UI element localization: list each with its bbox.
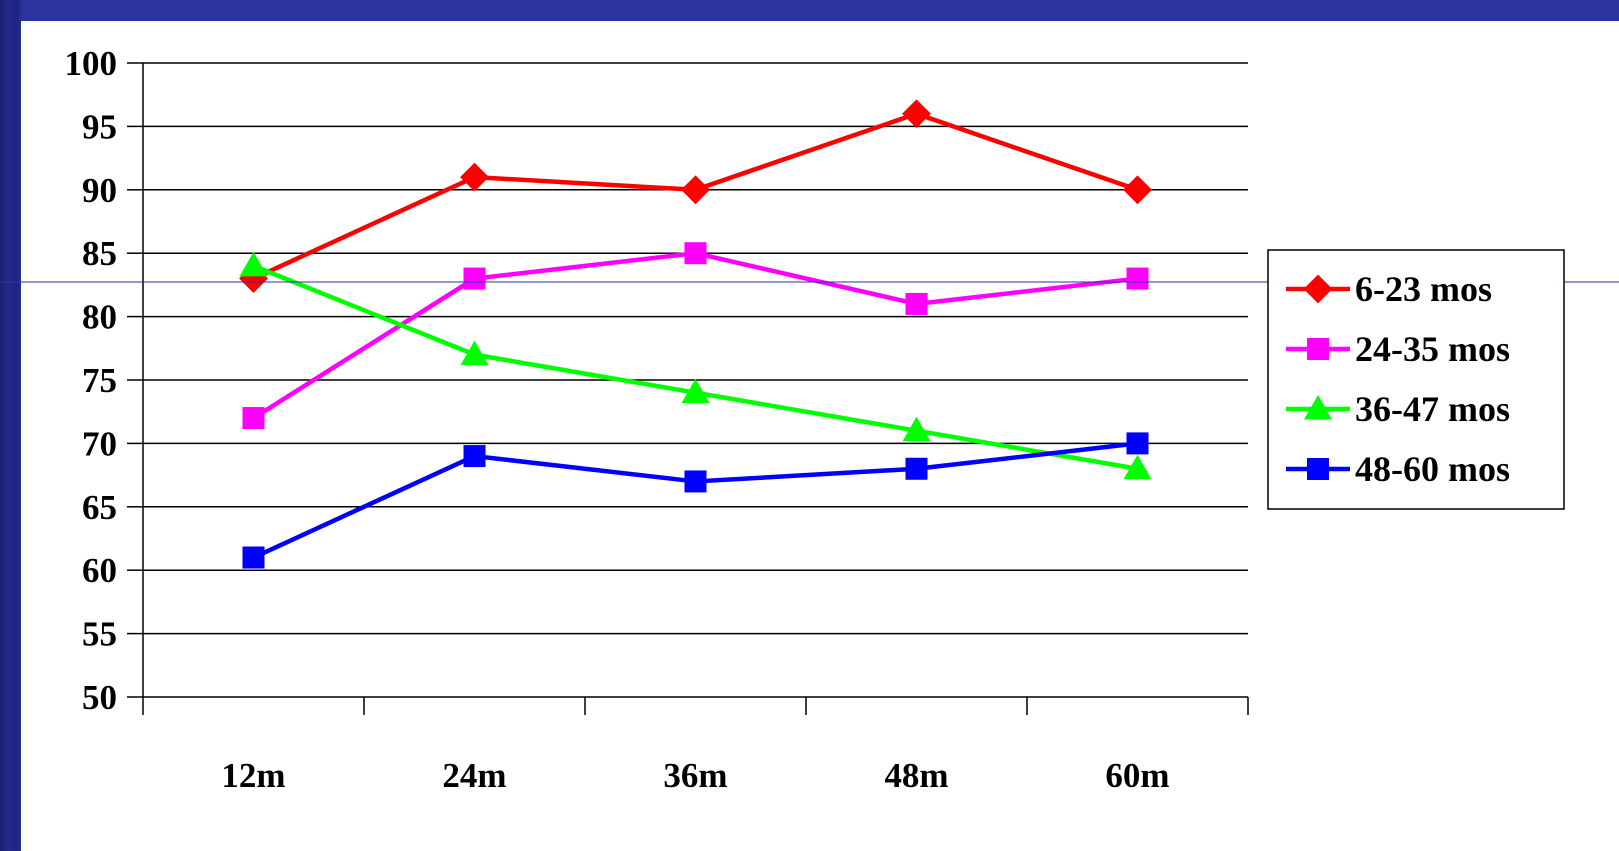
legend-marker [1304, 395, 1332, 420]
legend-label: 36-47 mos [1355, 389, 1510, 429]
y-tick-label: 85 [82, 234, 117, 273]
x-tick-label: 48m [884, 756, 948, 795]
y-tick-label: 50 [82, 678, 117, 717]
x-axis: 12m 24m 36m 48m 60m [142, 697, 1249, 795]
y-tick-label: 95 [82, 107, 117, 146]
x-tick-label: 12m [221, 756, 285, 795]
y-tick-label: 55 [82, 615, 117, 654]
data-point [239, 251, 268, 277]
data-point [239, 264, 268, 293]
gridlines [143, 62, 1248, 635]
data-point [1123, 454, 1152, 480]
data-point [460, 340, 489, 366]
legend-label: 6-23 mos [1355, 269, 1492, 309]
y-tick-label: 100 [65, 44, 118, 83]
legend: 6-23 mos 24-35 mos 36-47 mos 48-60 mos [1267, 249, 1565, 510]
series-36-47-mos [239, 251, 1152, 480]
data-point [902, 99, 931, 129]
y-tick-label: 80 [82, 298, 117, 337]
data-point [905, 457, 928, 480]
y-axis: 50 55 60 65 70 75 80 85 90 95 100 [65, 44, 143, 717]
legend-label: 48-60 mos [1355, 449, 1510, 489]
y-tick-label: 75 [82, 361, 117, 400]
y-tick-label: 65 [82, 488, 117, 527]
y-tick-label: 70 [82, 424, 117, 463]
data-point [1126, 432, 1149, 455]
series-6-23-mos [239, 99, 1152, 293]
series-48-60-mos [242, 432, 1149, 569]
legend-label: 24-35 mos [1355, 329, 1510, 369]
data-point [1123, 175, 1152, 205]
x-tick-label: 60m [1105, 756, 1169, 795]
y-tick-label: 90 [82, 171, 117, 210]
data-point [463, 267, 486, 290]
y-tick-label: 60 [82, 551, 117, 590]
data-point [242, 546, 265, 569]
data-point [902, 416, 931, 442]
x-tick-label: 36m [663, 756, 727, 795]
data-point [684, 470, 707, 493]
data-point [1126, 267, 1149, 290]
data-point [242, 407, 265, 430]
data-point [905, 292, 928, 315]
data-point [681, 175, 710, 205]
data-point [460, 162, 489, 192]
legend-marker [1307, 458, 1329, 480]
data-point [684, 242, 707, 265]
x-tick-label: 24m [442, 756, 506, 795]
data-point [681, 378, 710, 404]
data-point [463, 445, 486, 468]
legend-marker [1303, 274, 1333, 304]
series-line [252, 441, 1138, 560]
legend-marker [1307, 338, 1329, 360]
series-line [252, 263, 1138, 471]
